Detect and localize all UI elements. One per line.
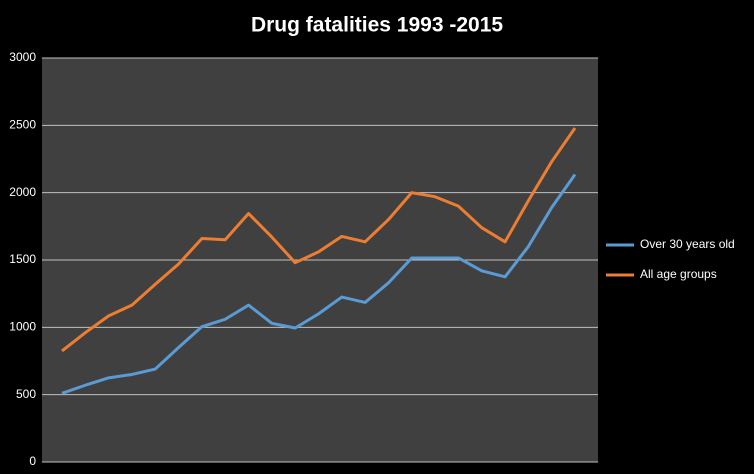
y-tick-label: 1000 — [9, 320, 36, 334]
y-tick-label: 2000 — [9, 185, 36, 199]
y-tick-label: 0 — [29, 454, 36, 468]
y-tick-label: 3000 — [9, 50, 36, 64]
y-tick-label: 500 — [16, 387, 36, 401]
y-tick-label: 1500 — [9, 252, 36, 266]
legend-label: Over 30 years old — [640, 237, 735, 251]
series-line — [61, 173, 577, 395]
series-line — [61, 127, 577, 353]
legend-label: All age groups — [640, 267, 717, 281]
chart-title: Drug fatalities 1993 -2015 — [251, 14, 503, 37]
y-tick-label: 2500 — [9, 118, 36, 132]
